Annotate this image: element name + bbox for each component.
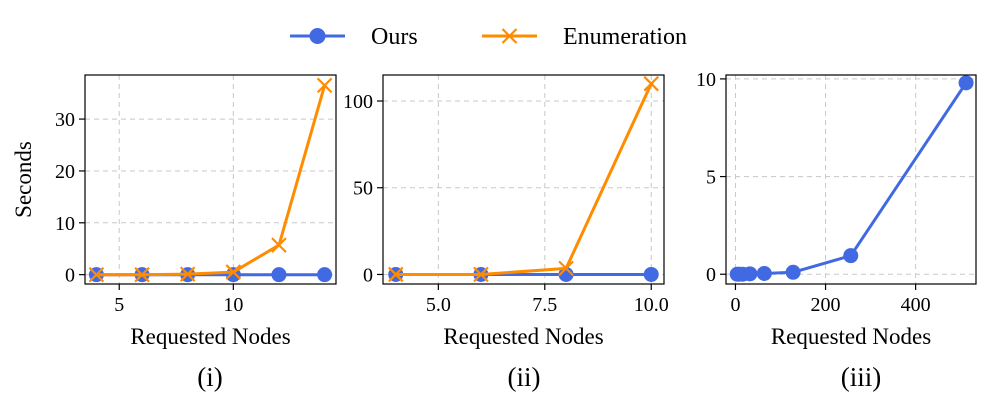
y-tick-label: 20 — [55, 161, 75, 183]
y-tick-label: 100 — [343, 91, 373, 113]
data-point-ours — [742, 266, 758, 282]
series-enumeration — [387, 75, 660, 283]
axes-frame — [725, 74, 977, 285]
data-point-ours — [271, 267, 287, 283]
data-point-enumeration — [134, 266, 150, 283]
data-point-enumeration — [316, 77, 333, 94]
x-axis-label: Requested Nodes — [443, 324, 603, 349]
legend-label-ours: Ours — [371, 24, 418, 50]
legend-item-enumeration: Enumeration — [482, 24, 687, 50]
data-point-ours — [958, 75, 974, 91]
legend-label-enumeration: Enumeration — [563, 24, 687, 50]
y-tick-label: 0 — [363, 264, 373, 286]
y-tick-label: 0 — [706, 264, 716, 286]
panel-caption: (iii) — [841, 362, 882, 392]
series-ours — [729, 75, 974, 282]
chart-panel-1: 5 10 0 10 20 30 Requested Nodes Seconds (i) — [11, 74, 337, 392]
data-point-enumeration — [558, 260, 574, 277]
legend: Ours Enumeration — [290, 24, 687, 50]
legend-marker-ours — [309, 28, 326, 44]
y-tick-label: 50 — [353, 178, 373, 200]
x-tick-label: 5.0 — [426, 294, 451, 316]
panel-caption: (ii) — [508, 362, 541, 392]
data-point-ours — [317, 267, 333, 283]
data-point-ours — [785, 264, 801, 280]
data-point-ours — [756, 265, 772, 281]
data-point-enumeration — [643, 75, 660, 92]
axes-frame — [84, 74, 337, 285]
x-tick-label: 7.5 — [532, 294, 557, 316]
x-axis-label: Requested Nodes — [771, 324, 931, 349]
series-enumeration — [88, 77, 333, 283]
grid — [383, 75, 664, 284]
data-point-enumeration — [225, 264, 242, 280]
data-point-enumeration — [179, 266, 196, 282]
chart-panel-3: 0 200 400 0 5 10 Requested Nodes (iii) — [696, 69, 977, 392]
data-point-enumeration — [473, 266, 489, 283]
chart-panel-2: 5.0 7.5 10.0 0 50 100 Requested Nodes (ii) — [343, 74, 669, 392]
series-line-ours — [737, 81, 968, 276]
y-tick-label: 30 — [55, 109, 75, 131]
data-point-enumeration — [88, 266, 105, 283]
y-axis-label: Seconds — [11, 141, 36, 218]
data-point-ours — [643, 266, 659, 282]
y-tick-label: 10 — [696, 69, 716, 91]
axes-frame — [382, 74, 665, 285]
panel-caption: (i) — [197, 362, 222, 392]
data-point-ours — [843, 248, 859, 264]
series-line-enumeration — [96, 84, 327, 277]
x-tick-label: 10 — [223, 294, 243, 316]
y-tick-label: 5 — [706, 167, 716, 189]
x-tick-label: 200 — [811, 294, 841, 316]
x-axis-label: Requested Nodes — [130, 324, 290, 349]
y-tick-label: 0 — [65, 265, 75, 287]
data-point-enumeration — [387, 266, 404, 283]
x-tick-label: 0 — [730, 294, 740, 316]
x-tick-label: 5 — [114, 294, 124, 316]
grid — [726, 75, 976, 284]
y-tick-label: 10 — [55, 213, 75, 235]
legend-marker-enumeration — [501, 28, 518, 44]
series-line-enumeration — [395, 83, 653, 276]
data-point-enumeration — [271, 237, 287, 253]
x-tick-label: 400 — [901, 294, 931, 316]
x-tick-label: 10.0 — [634, 294, 669, 316]
legend-item-ours: Ours — [290, 24, 418, 50]
